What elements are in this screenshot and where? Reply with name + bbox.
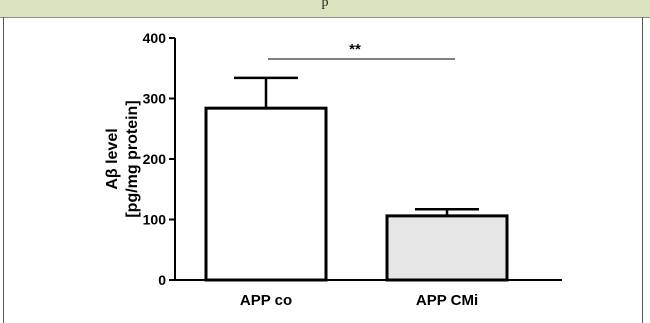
y-tick-label: 200 (143, 151, 167, 167)
frame-right-border (642, 17, 643, 323)
y-axis-label-line2: [pg/mg protein] (124, 100, 141, 217)
y-axis-label: Aβ level [pg/mg protein] (104, 100, 141, 217)
y-tick-label: 400 (143, 30, 167, 46)
bar (204, 106, 328, 282)
significance-label: ** (349, 41, 361, 58)
header-band: p (0, 0, 650, 18)
header-text: p (321, 0, 329, 10)
frame-left-border (3, 17, 4, 323)
x-tick-labels: APP co APP CMi (240, 292, 478, 309)
y-axis-label-line1: Aβ level (104, 128, 121, 189)
x-tick-label: APP CMi (416, 292, 478, 309)
significance-annotation: ** (268, 41, 455, 60)
y-ticks: 0 100 200 300 400 (143, 30, 175, 288)
bar (385, 214, 509, 282)
x-tick-label: APP co (240, 292, 292, 309)
y-axis-label-group: Aβ level [pg/mg protein] (104, 100, 141, 217)
y-tick-label: 0 (158, 272, 166, 288)
y-tick-label: 100 (143, 212, 167, 228)
y-tick-label: 300 (143, 91, 167, 107)
bars (204, 76, 509, 282)
